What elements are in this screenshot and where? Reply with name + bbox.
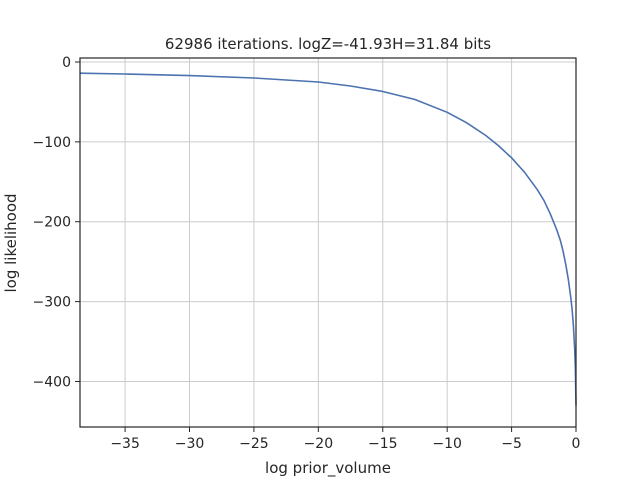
plot-frame	[79, 57, 577, 428]
x-tick-label: −25	[239, 436, 269, 452]
x-tick-label: −35	[110, 436, 140, 452]
tick-labels: −35 −30 −25 −20 −15 −10 −5 0 0 −100 −200 −300 −400	[33, 55, 581, 452]
x-tick-label: −30	[175, 436, 205, 452]
series-line	[79, 72, 577, 406]
x-tick-label: 0	[572, 436, 581, 452]
y-tick-label: −200	[33, 215, 71, 231]
x-tick-label: −20	[304, 436, 334, 452]
plot-background	[80, 58, 576, 427]
y-axis-label: log likelihood	[2, 193, 20, 292]
x-tick-label: −5	[501, 436, 522, 452]
y-tick-label: 0	[62, 55, 71, 71]
y-tick-label: −300	[33, 295, 71, 311]
y-tick-label: −400	[33, 374, 71, 390]
x-axis-label: log prior_volume	[265, 459, 391, 478]
x-tick-label: −15	[368, 436, 398, 452]
chart-title: 62986 iterations. logZ=-41.93H=31.84 bit…	[165, 35, 491, 53]
y-tick-label: −100	[33, 135, 71, 151]
x-tick-label: −10	[432, 436, 462, 452]
ticks	[75, 61, 577, 432]
